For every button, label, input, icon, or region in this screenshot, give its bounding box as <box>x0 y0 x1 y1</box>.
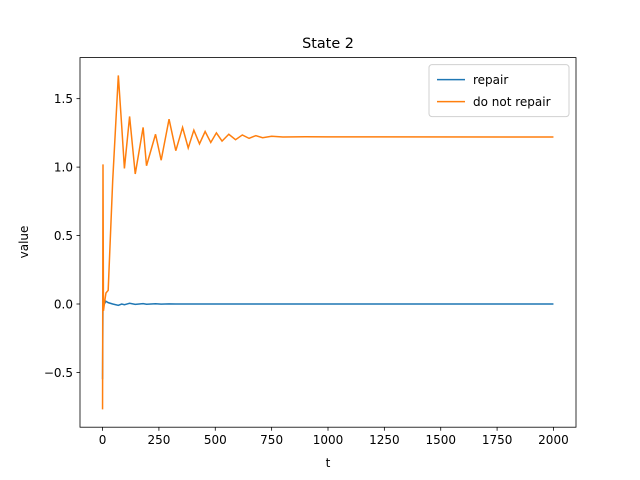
x-tick-label: 1250 <box>369 433 400 447</box>
axes-frame <box>79 57 577 428</box>
x-tick-label: 250 <box>147 433 170 447</box>
x-tick-label: 2000 <box>538 433 569 447</box>
chart-title: State 2 <box>302 36 354 52</box>
x-tick-label: 1750 <box>482 433 513 447</box>
x-tick-label: 500 <box>204 433 227 447</box>
y-tick-label: −0.5 <box>44 366 73 380</box>
x-tick-label: 750 <box>260 433 283 447</box>
line-series <box>101 75 554 410</box>
line-series <box>101 300 554 380</box>
legend-label: do not repair <box>473 95 551 109</box>
x-tick-label: 1500 <box>425 433 456 447</box>
legend-box <box>428 64 570 118</box>
y-tick-label: 0.0 <box>54 298 73 312</box>
y-tick-label: 1.5 <box>54 92 73 106</box>
plot-area <box>101 75 554 410</box>
x-tick-label: 1000 <box>313 433 344 447</box>
x-tick-label: 0 <box>99 433 107 447</box>
y-tick-label: 0.5 <box>54 229 73 243</box>
y-tick-label: 1.0 <box>54 161 73 175</box>
x-axis-label: t <box>326 456 331 470</box>
y-axis-label: value <box>17 226 31 259</box>
legend-label: repair <box>473 73 508 87</box>
